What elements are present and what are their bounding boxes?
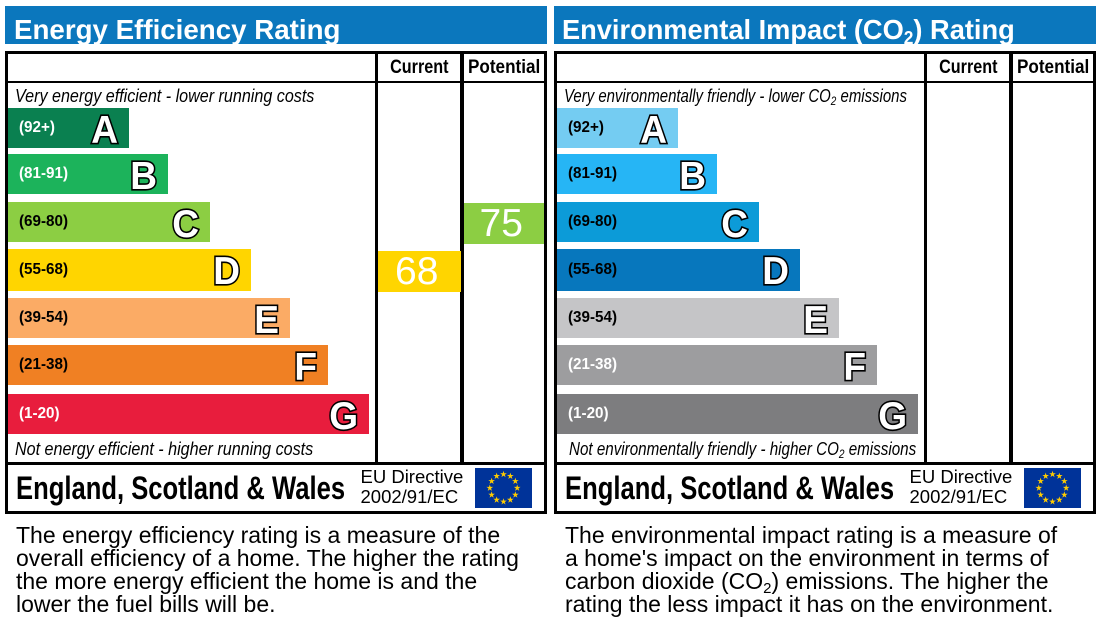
svg-text:F: F — [294, 346, 317, 389]
svg-text:C: C — [721, 203, 748, 246]
svg-text:A: A — [91, 109, 118, 152]
svg-text:C: C — [172, 203, 199, 246]
svg-text:A: A — [640, 109, 667, 152]
svg-text:F: F — [843, 346, 866, 389]
svg-text:E: E — [803, 298, 828, 341]
svg-text:G: G — [878, 395, 907, 438]
svg-text:E: E — [254, 298, 279, 341]
svg-text:D: D — [213, 250, 240, 293]
svg-text:B: B — [130, 155, 157, 198]
svg-text:D: D — [762, 250, 789, 293]
svg-text:G: G — [329, 395, 358, 438]
svg-text:B: B — [679, 155, 706, 198]
